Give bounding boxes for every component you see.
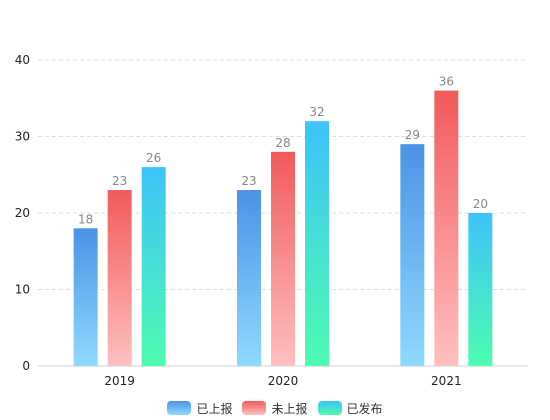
legend-item-not-reported[interactable]: 未上报 bbox=[242, 400, 308, 417]
bar-2021-1[interactable] bbox=[434, 90, 459, 366]
legend-item-published[interactable]: 已发布 bbox=[317, 400, 383, 417]
legend-swatch-not-reported bbox=[242, 401, 267, 415]
y-tick-label: 40 bbox=[15, 53, 30, 67]
legend-item-reported[interactable]: 已上报 bbox=[167, 400, 232, 417]
y-tick-label: 20 bbox=[15, 206, 30, 220]
data-label: 29 bbox=[405, 128, 420, 142]
legend-label-reported: 已上报 bbox=[196, 401, 233, 416]
bar-2020-0[interactable] bbox=[237, 190, 261, 366]
bar-2021-2[interactable] bbox=[468, 213, 493, 366]
data-label: 23 bbox=[241, 174, 256, 188]
data-label: 28 bbox=[275, 136, 290, 150]
bar-2020-1[interactable] bbox=[271, 151, 295, 366]
legend: 已上报 未上报 已发布 bbox=[0, 398, 550, 418]
data-label: 32 bbox=[309, 105, 324, 119]
y-tick-label: 0 bbox=[22, 359, 30, 373]
bars bbox=[73, 90, 493, 366]
legend-swatch-reported bbox=[167, 401, 192, 415]
legend-label-not-reported: 未上报 bbox=[271, 401, 308, 416]
data-label: 18 bbox=[78, 212, 93, 226]
data-label: 20 bbox=[473, 197, 488, 211]
bar-2021-0[interactable] bbox=[400, 144, 425, 366]
bar-2019-1[interactable] bbox=[107, 190, 132, 366]
x-tick-label: 2020 bbox=[268, 374, 299, 388]
x-tick-label: 2019 bbox=[104, 374, 135, 388]
bar-2020-2[interactable] bbox=[305, 121, 329, 366]
legend-label-published: 已发布 bbox=[346, 401, 383, 416]
data-labels: 18 23 26 23 28 32 29 36 20 bbox=[78, 75, 488, 227]
x-tick-label: 2021 bbox=[431, 374, 462, 388]
y-tick-label: 30 bbox=[15, 130, 30, 144]
data-label: 36 bbox=[439, 75, 454, 89]
bar-2019-0[interactable] bbox=[73, 228, 98, 366]
data-label: 26 bbox=[146, 151, 161, 165]
data-label: 23 bbox=[112, 174, 127, 188]
legend-swatch-published bbox=[317, 401, 342, 415]
bar-2019-2[interactable] bbox=[141, 167, 166, 366]
y-tick-label: 10 bbox=[15, 283, 30, 297]
